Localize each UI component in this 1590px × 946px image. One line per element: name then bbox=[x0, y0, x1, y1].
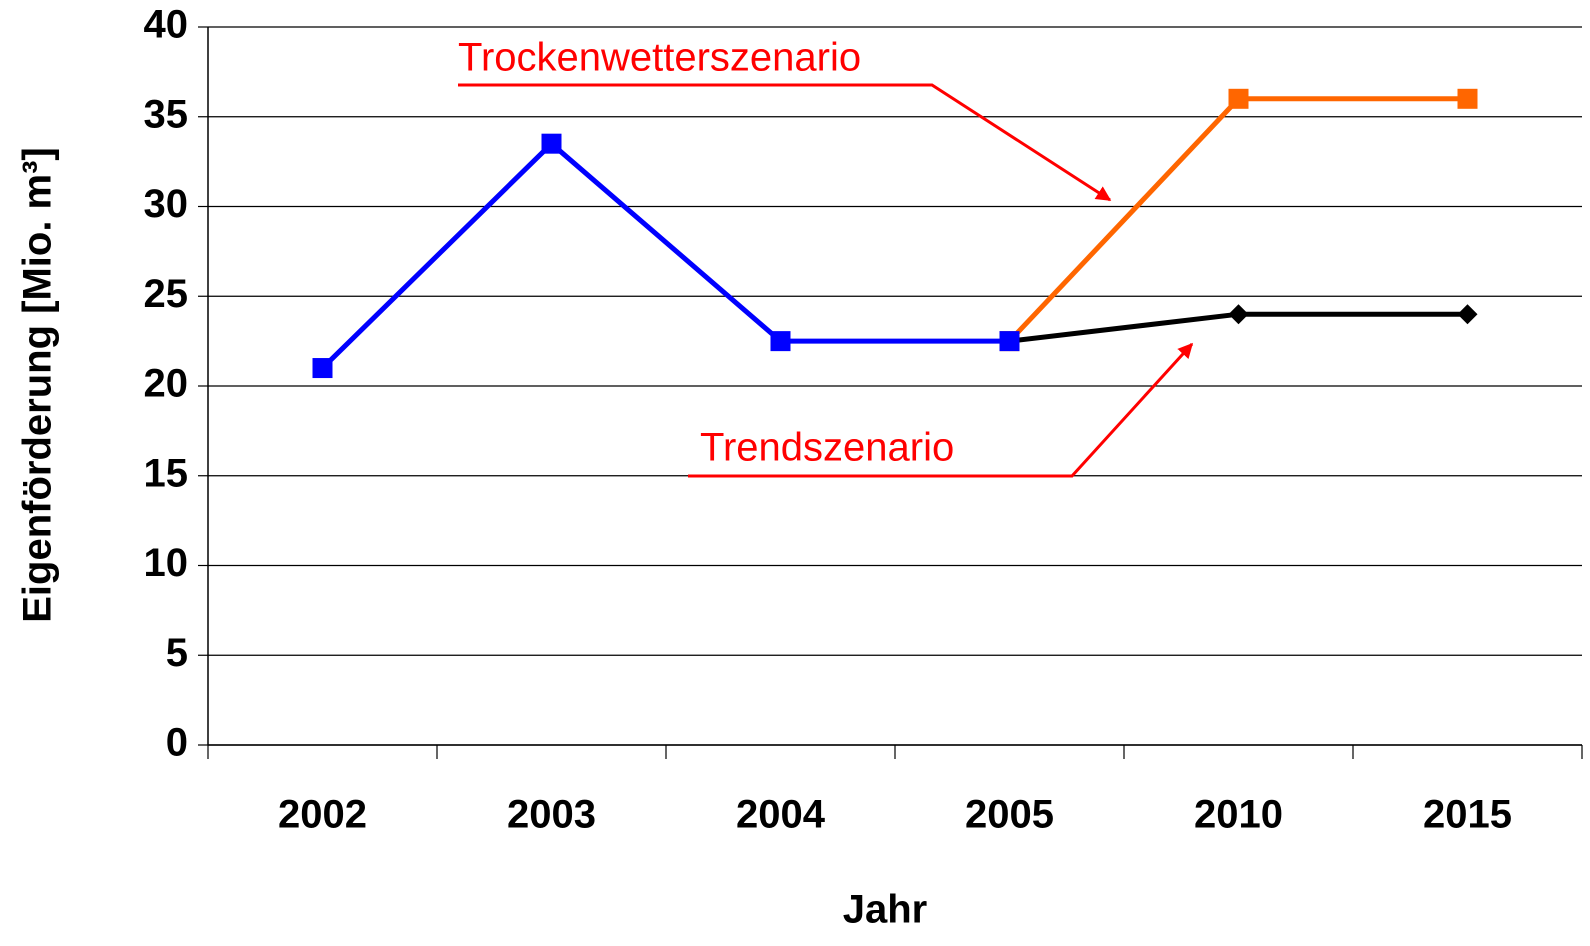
marker bbox=[999, 331, 1020, 352]
y-tick-label: 5 bbox=[166, 631, 188, 675]
y-tick-label: 10 bbox=[144, 541, 189, 585]
series-line bbox=[320, 140, 1010, 370]
marker bbox=[1228, 88, 1249, 109]
annotation-arrow bbox=[458, 83, 1112, 202]
y-tick-label: 15 bbox=[144, 451, 189, 495]
y-tick-label: 20 bbox=[144, 362, 189, 406]
x-tick-label: 2005 bbox=[965, 793, 1054, 837]
y-tick-label: 30 bbox=[144, 182, 189, 226]
y-tick-label: 0 bbox=[166, 721, 188, 765]
annotation: Trockenwetterszenario bbox=[458, 36, 861, 80]
x-axis-title: Jahr bbox=[843, 888, 928, 932]
marker bbox=[770, 331, 791, 352]
x-tick-label: 2010 bbox=[1194, 793, 1283, 837]
marker bbox=[1228, 304, 1249, 325]
x-tick-label: 2003 bbox=[507, 793, 596, 837]
x-tick-label: 2002 bbox=[278, 793, 367, 837]
marker bbox=[1457, 88, 1478, 109]
y-tick-label: 35 bbox=[144, 92, 189, 136]
y-tick-label: 25 bbox=[144, 272, 189, 316]
y-tick-label: 40 bbox=[144, 3, 189, 47]
y-axis-title: Eigenförderung [Mio. m³] bbox=[16, 147, 60, 623]
marker bbox=[1457, 304, 1478, 325]
x-tick-label: 2004 bbox=[736, 793, 826, 837]
x-tick-label: 2015 bbox=[1423, 793, 1512, 837]
annotation-arrow bbox=[688, 342, 1194, 478]
marker bbox=[541, 133, 562, 154]
annotation: Trendszenario bbox=[700, 426, 954, 470]
marker bbox=[312, 358, 333, 379]
